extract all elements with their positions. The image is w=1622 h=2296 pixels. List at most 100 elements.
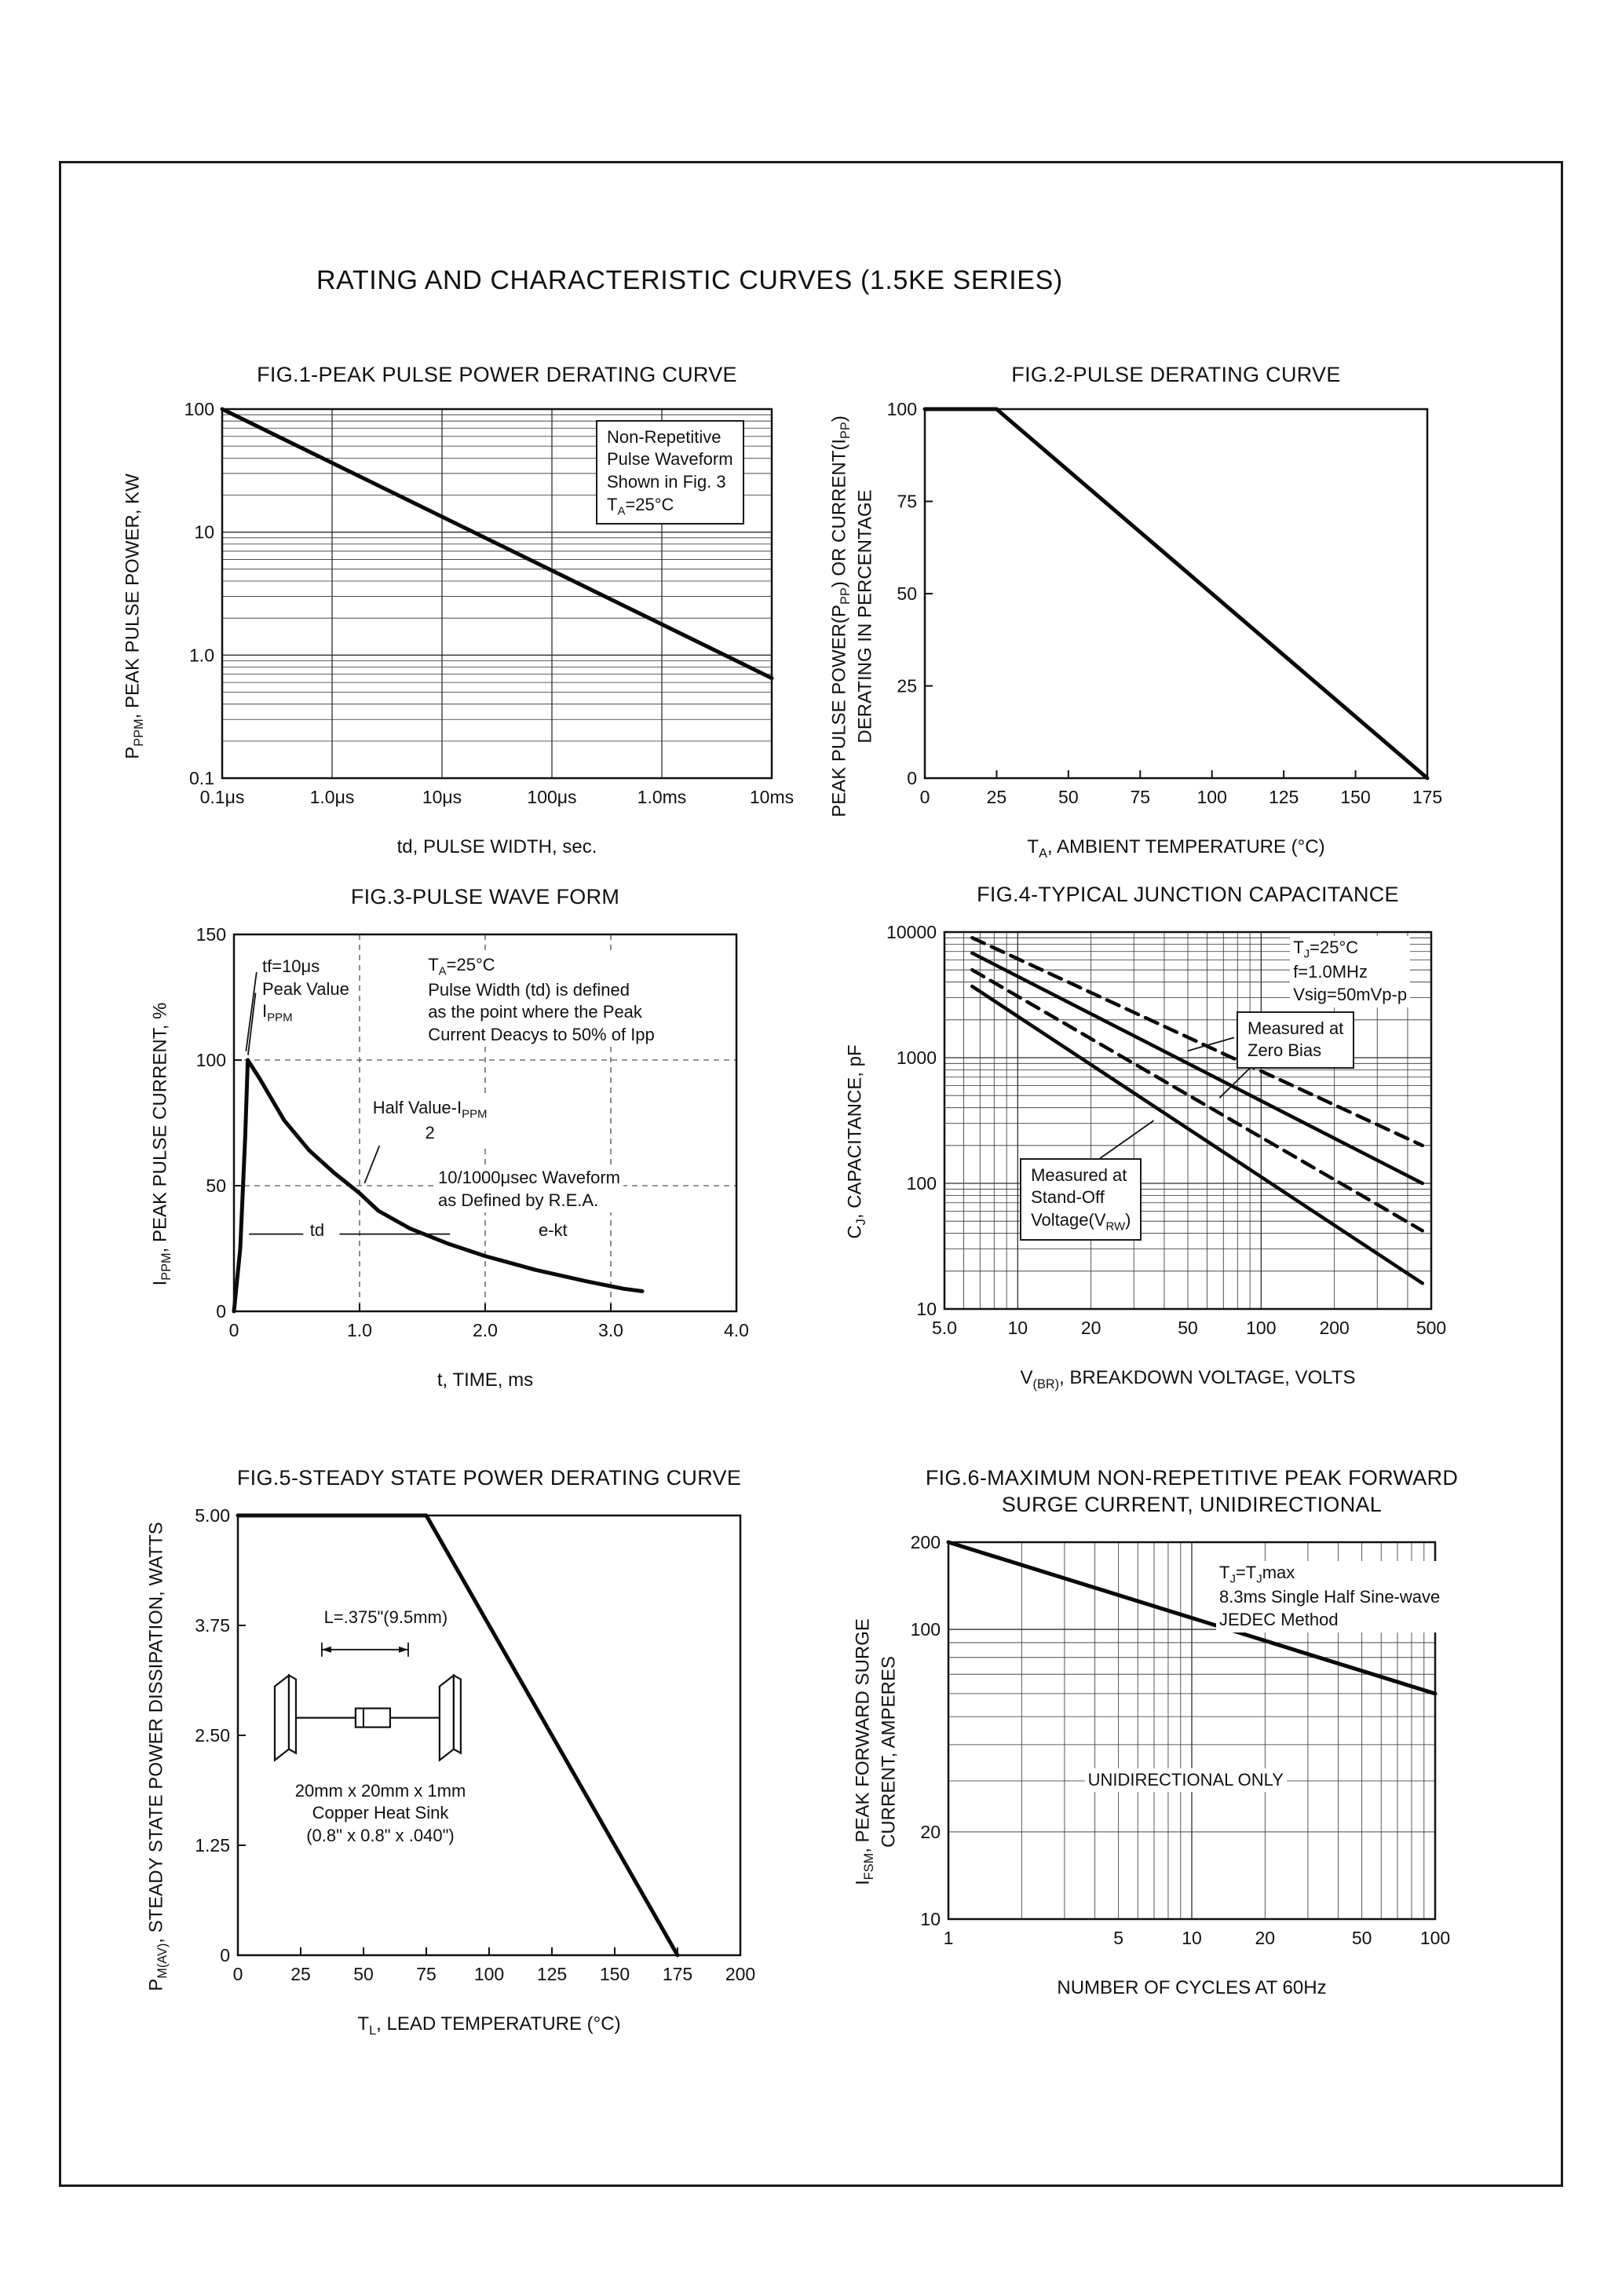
svg-text:0: 0 (216, 1301, 226, 1322)
svg-text:5.0: 5.0 (932, 1318, 957, 1338)
unidirectional-only-label: UNIDIRECTIONAL ONLY (1084, 1768, 1287, 1793)
svg-text:5.00: 5.00 (195, 1505, 230, 1526)
figure-2-y-axis-label-column: PEAK PULSE POWER(PPP) OR CURRENT(IPP) DER… (828, 400, 875, 833)
figure-4-title: FIG.4-TYPICAL JUNCTION CAPACITANCE (977, 883, 1399, 906)
non-repetitive-note: Non-Repetitive Pulse Waveform Shown in Fig… (596, 419, 744, 525)
svg-text:100: 100 (1246, 1318, 1276, 1338)
fig2-plot-border (923, 408, 1429, 779)
svg-text:0: 0 (920, 787, 930, 807)
page-frame: RATING AND CHARACTERISTIC CURVES (1.5KE … (59, 161, 1563, 2187)
figure-2-pulse-derating: FIG.2-PULSE DERATING CURVE PEAK PULSE PO… (828, 362, 1467, 861)
svg-text:1.0: 1.0 (189, 645, 214, 665)
svg-text:25: 25 (987, 787, 1007, 807)
svg-text:100: 100 (911, 1619, 941, 1640)
figure-5-y-axis-label-column: PM(AV), STEADY STATE POWER DISSIPATION, … (136, 1503, 180, 2010)
svg-text:1.0μs: 1.0μs (310, 787, 355, 807)
heat-sink-plate (438, 1673, 455, 1762)
heat-sink-plate-edge (287, 1673, 298, 1755)
figure-1-y-axis-label-column: PPPM, PEAK PULSE POWER, KW (112, 400, 156, 833)
svg-text:75: 75 (897, 491, 917, 511)
svg-text:125: 125 (1269, 787, 1299, 807)
figure-2-x-axis-label: TA, AMBIENT TEMPERATURE (°C) (1027, 835, 1325, 861)
half-value-note: Half Value-IPPM 2 (369, 1096, 491, 1146)
figure-6-title: FIG.6-MAXIMUM NON-REPETITIVE PEAK FORWAR… (925, 1466, 1459, 1516)
svg-text:150: 150 (1340, 787, 1370, 807)
figure-3-x-axis-label: t, TIME, ms (437, 1369, 534, 1391)
test-conditions-note: TJ=25°C f=1.0MHz Vsig=50mVp-p (1290, 935, 1411, 1007)
pulse-width-definition-note: TA=25°C Pulse Width (td) is defined as the… (425, 952, 658, 1047)
page-title: RATING AND CHARACTERISTIC CURVES (1.5KE … (316, 265, 1063, 295)
svg-text:50: 50 (1352, 1928, 1372, 1948)
heat-sink-caption: 20mm x 20mm x 1mm Copper Heat Sink (0.8" x… (288, 1779, 473, 1848)
series-standoff-upper (970, 951, 1425, 1185)
svg-text:0: 0 (229, 1320, 239, 1340)
figure-4-plot-area: 5.0 10 20 50 100 200 500 10000 1000 100 10 TJ=25°C f… (879, 919, 1470, 1364)
fig2-svg: 0 25 50 75 100 125 150 175 0 25 50 75 100 (887, 400, 1443, 807)
heat-sink-plate-edge (452, 1673, 462, 1755)
surge-conditions-note: TJ=TJmax 8.3ms Single Half Sine-wave JEDEC… (1216, 1560, 1444, 1632)
series-pulse-derating (922, 407, 1430, 781)
series-peak-forward-surge-current (946, 1540, 1438, 1695)
figure-3-plot-area: 0 1.0 2.0 3.0 4.0 0 50 100 150 tf=10μs Peak Value I… (184, 922, 776, 1366)
waveform-standard-note: 10/1000μsec Waveform as Defined by R.E.A. (435, 1165, 623, 1213)
figure-3-title: FIG.3-PULSE WAVE FORM (350, 885, 620, 909)
svg-text:20: 20 (1081, 1318, 1101, 1338)
rise-time-peak-note: tf=10μs Peak Value IPPM (259, 955, 353, 1027)
svg-text:200: 200 (1319, 1318, 1349, 1338)
svg-text:50: 50 (1058, 787, 1079, 807)
figure-5-plot-area: 0 25 50 75 100 125 150 175 200 0 1.25 2.50 3.75 5.00 L… (180, 1503, 780, 2010)
decay-function-label: e-kt (535, 1219, 571, 1243)
fig1-plot-border (221, 408, 773, 779)
svg-text:1.25: 1.25 (195, 1835, 230, 1855)
svg-text:100: 100 (196, 1050, 226, 1070)
svg-text:1: 1 (944, 1928, 954, 1948)
figure-3-y-axis-label-column: IPPM, PEAK PULSE CURRENT, % (140, 922, 184, 1366)
lead-length-label: L=.375"(9.5mm) (320, 1605, 451, 1630)
figure-6-x-axis-label: NUMBER OF CYCLES AT 60Hz (1057, 1976, 1327, 1998)
figure-5-y-axis-label: PM(AV), STEADY STATE POWER DISSIPATION, … (145, 1521, 170, 1991)
series-zero-bias-lower (970, 967, 1425, 1233)
svg-text:1000: 1000 (897, 1047, 937, 1068)
svg-text:10: 10 (194, 521, 214, 542)
svg-text:125: 125 (537, 1964, 567, 1984)
figure-6-plot-area: 1 5 10 20 50 100 200 100 20 10 TJ=TJmax 8.3ms Singl… (898, 1530, 1474, 1974)
series-zero-bias-upper (970, 935, 1425, 1147)
svg-text:0: 0 (233, 1964, 243, 1984)
svg-text:100: 100 (1197, 787, 1227, 807)
svg-text:0.1μs: 0.1μs (200, 787, 245, 807)
svg-text:175: 175 (663, 1964, 692, 1984)
fig4-plot-border (943, 930, 1433, 1310)
svg-text:3.75: 3.75 (195, 1615, 230, 1636)
zero-bias-note: Measured at Zero Bias (1237, 1011, 1355, 1069)
svg-text:0: 0 (907, 768, 917, 788)
svg-text:100μs: 100μs (527, 787, 576, 807)
svg-text:10: 10 (1182, 1928, 1202, 1948)
figure-2-y-axis-label: PEAK PULSE POWER(PPP) OR CURRENT(IPP) DER… (828, 415, 876, 817)
svg-text:150: 150 (600, 1964, 630, 1984)
standoff-voltage-note: Measured at Stand-Off Voltage(VRW) (1020, 1157, 1142, 1241)
svg-text:100: 100 (907, 1173, 937, 1194)
figure-3-y-axis-label: IPPM, PEAK PULSE CURRENT, % (149, 1002, 174, 1286)
figure-1-title: FIG.1-PEAK PULSE POWER DERATING CURVE (257, 363, 737, 386)
series-pulse-waveform (232, 1058, 645, 1314)
figure-4-y-axis-label: CJ, CAPACITANCE, pF (844, 1044, 869, 1239)
svg-text:10: 10 (1008, 1318, 1028, 1338)
figure-6-y-axis-label: IFSM, PEAK FORWARD SURGE CURRENT, AMPERES (852, 1618, 900, 1885)
svg-text:200: 200 (911, 1532, 941, 1552)
fig5-plot-border (236, 1514, 742, 1956)
figure-4-junction-capacitance: FIG.4-TYPICAL JUNCTION CAPACITANCE CJ, C… (835, 882, 1470, 1392)
svg-text:100: 100 (474, 1964, 504, 1984)
figure-5-steady-state-power-derating: FIG.5-STEADY STATE POWER DERATING CURVE … (136, 1465, 780, 2038)
figure-1-plot-area: 0.1μs 1.0μs 10μs 100μs 1.0ms 10ms 100 10 1.0 0.1 N… (156, 400, 824, 833)
figure-1-y-axis-label: PPPM, PEAK PULSE POWER, KW (122, 473, 147, 759)
series-standoff-lower (970, 984, 1425, 1285)
svg-text:50: 50 (353, 1964, 374, 1984)
svg-text:50: 50 (1178, 1318, 1198, 1338)
device-body (354, 1707, 392, 1728)
svg-text:75: 75 (1130, 787, 1150, 807)
figure-4-x-axis-label: V(BR), BREAKDOWN VOLTAGE, VOLTS (1020, 1366, 1356, 1391)
svg-text:0.1: 0.1 (189, 768, 214, 788)
svg-text:3.0: 3.0 (598, 1320, 623, 1340)
series-peak-pulse-power-derating (220, 407, 774, 680)
fig5-svg: 0 25 50 75 100 125 150 175 200 0 1.25 2.50 3.75 5.00 (195, 1505, 755, 1984)
